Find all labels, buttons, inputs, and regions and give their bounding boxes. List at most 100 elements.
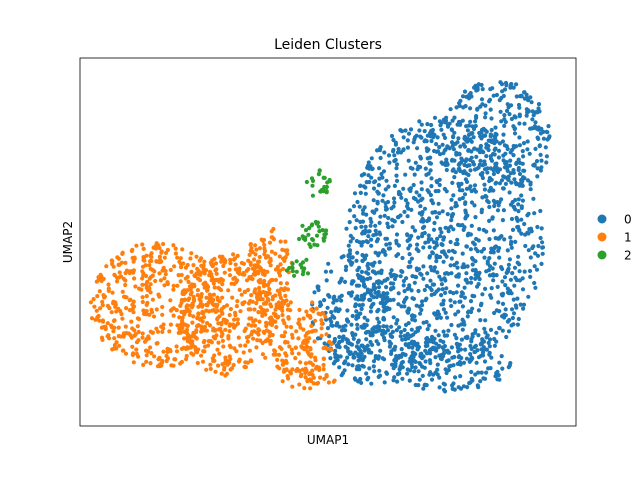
data-point-cluster-0 xyxy=(452,130,457,135)
data-point-cluster-1 xyxy=(180,320,185,325)
data-point-cluster-1 xyxy=(284,360,289,365)
data-point-cluster-1 xyxy=(100,299,105,304)
data-point-cluster-1 xyxy=(134,347,139,352)
data-point-cluster-0 xyxy=(450,157,455,162)
data-point-cluster-0 xyxy=(360,219,366,224)
data-point-cluster-0 xyxy=(464,244,469,249)
data-point-cluster-0 xyxy=(460,265,465,270)
data-point-cluster-0 xyxy=(394,273,399,278)
data-point-cluster-1 xyxy=(246,287,251,293)
data-point-cluster-0 xyxy=(473,215,478,220)
data-point-cluster-0 xyxy=(468,106,473,111)
data-point-cluster-0 xyxy=(513,239,518,244)
data-point-cluster-1 xyxy=(140,295,145,300)
data-point-cluster-0 xyxy=(429,138,434,144)
data-point-cluster-0 xyxy=(355,322,360,327)
data-point-cluster-0 xyxy=(334,343,339,348)
data-point-cluster-0 xyxy=(343,328,348,333)
data-point-cluster-0 xyxy=(373,228,378,233)
data-point-cluster-1 xyxy=(131,299,136,304)
data-point-cluster-0 xyxy=(409,313,414,318)
data-point-cluster-1 xyxy=(282,248,288,253)
data-point-cluster-0 xyxy=(475,147,480,152)
data-point-cluster-0 xyxy=(441,307,446,312)
data-point-cluster-0 xyxy=(367,366,372,371)
data-point-cluster-0 xyxy=(511,85,516,90)
data-point-cluster-1 xyxy=(268,322,273,327)
data-point-cluster-1 xyxy=(143,263,148,268)
data-point-cluster-1 xyxy=(115,255,120,260)
data-point-cluster-0 xyxy=(456,167,461,172)
data-point-cluster-0 xyxy=(536,127,541,132)
data-point-cluster-1 xyxy=(280,308,285,313)
data-point-cluster-0 xyxy=(474,115,479,120)
data-point-cluster-0 xyxy=(450,180,455,185)
data-point-cluster-1 xyxy=(227,267,232,272)
data-point-cluster-0 xyxy=(383,207,389,212)
data-point-cluster-0 xyxy=(345,308,350,313)
data-point-cluster-0 xyxy=(516,197,521,202)
data-point-cluster-0 xyxy=(391,366,396,371)
data-point-cluster-1 xyxy=(286,376,291,381)
data-point-cluster-0 xyxy=(515,296,520,301)
data-point-cluster-1 xyxy=(103,325,108,330)
data-point-cluster-0 xyxy=(418,271,423,276)
data-point-cluster-1 xyxy=(130,306,135,312)
data-point-cluster-0 xyxy=(449,206,454,211)
data-point-cluster-1 xyxy=(223,317,228,323)
data-point-cluster-1 xyxy=(208,294,213,299)
data-point-cluster-0 xyxy=(352,191,358,196)
data-point-cluster-0 xyxy=(500,139,505,144)
data-point-cluster-0 xyxy=(476,385,481,390)
data-point-cluster-1 xyxy=(281,288,287,293)
data-point-cluster-0 xyxy=(390,224,395,229)
data-point-cluster-1 xyxy=(280,312,285,318)
data-point-cluster-1 xyxy=(179,272,184,278)
data-point-cluster-0 xyxy=(435,362,440,367)
data-point-cluster-1 xyxy=(257,289,262,294)
data-point-cluster-1 xyxy=(159,250,164,255)
data-point-cluster-1 xyxy=(191,263,196,268)
data-point-cluster-0 xyxy=(405,233,410,238)
data-point-cluster-0 xyxy=(376,253,381,258)
data-point-cluster-0 xyxy=(444,167,449,173)
data-point-cluster-0 xyxy=(377,368,382,373)
data-point-cluster-0 xyxy=(480,353,486,358)
data-point-cluster-0 xyxy=(431,240,437,245)
data-point-cluster-0 xyxy=(392,158,397,164)
data-point-cluster-1 xyxy=(149,351,154,356)
data-point-cluster-2 xyxy=(294,259,299,264)
data-point-cluster-0 xyxy=(445,212,450,217)
data-point-cluster-0 xyxy=(386,153,392,158)
data-point-cluster-1 xyxy=(144,294,149,299)
data-point-cluster-1 xyxy=(298,325,303,330)
data-point-cluster-0 xyxy=(501,208,506,213)
data-point-cluster-1 xyxy=(235,253,240,258)
data-point-cluster-0 xyxy=(409,341,414,346)
data-point-cluster-1 xyxy=(228,344,233,350)
data-point-cluster-0 xyxy=(497,141,502,146)
data-point-cluster-1 xyxy=(168,267,173,273)
data-point-cluster-0 xyxy=(527,151,532,156)
data-point-cluster-0 xyxy=(536,102,542,107)
data-point-cluster-1 xyxy=(111,329,116,334)
data-point-cluster-0 xyxy=(439,160,444,165)
data-point-cluster-0 xyxy=(400,255,405,261)
data-point-cluster-0 xyxy=(355,272,360,278)
data-point-cluster-0 xyxy=(433,355,438,360)
data-point-cluster-0 xyxy=(414,343,419,348)
data-point-cluster-0 xyxy=(465,314,470,319)
data-point-cluster-0 xyxy=(353,304,358,309)
data-point-cluster-0 xyxy=(426,171,431,176)
data-point-cluster-0 xyxy=(439,230,444,235)
data-point-cluster-0 xyxy=(433,210,438,215)
data-point-cluster-0 xyxy=(459,337,464,342)
data-point-cluster-0 xyxy=(494,273,499,278)
data-point-cluster-0 xyxy=(362,315,367,320)
data-point-cluster-1 xyxy=(211,281,216,286)
data-point-cluster-0 xyxy=(469,223,474,228)
data-point-cluster-1 xyxy=(233,262,238,267)
data-point-cluster-1 xyxy=(140,276,145,281)
data-point-cluster-1 xyxy=(195,324,200,329)
data-point-cluster-0 xyxy=(394,328,399,333)
